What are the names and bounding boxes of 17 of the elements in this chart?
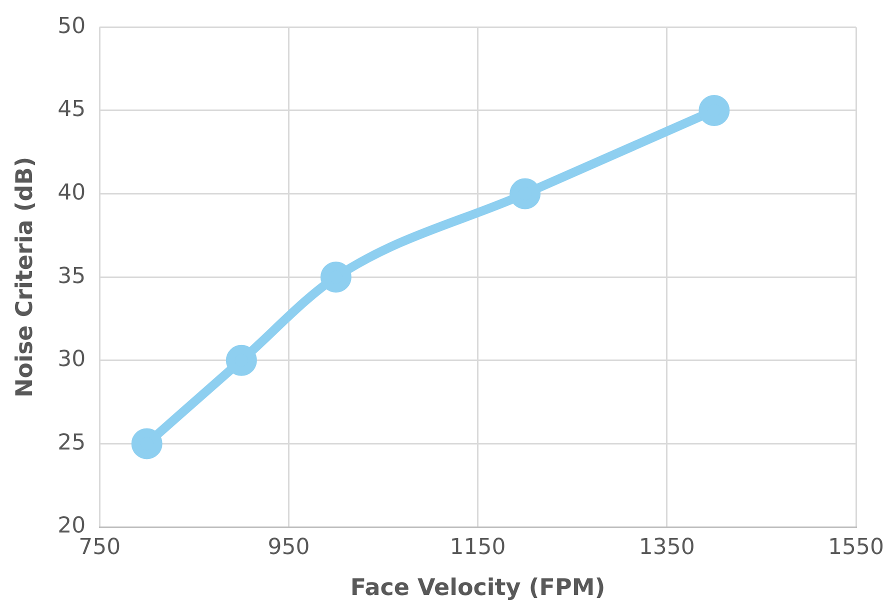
y-axis-title: Noise Criteria (dB) xyxy=(12,156,38,398)
y-tick-label: 30 xyxy=(58,347,86,372)
x-tick-label: 1350 xyxy=(638,534,695,560)
point xyxy=(226,344,257,376)
point xyxy=(698,95,730,126)
y-tick-label: 25 xyxy=(58,430,86,456)
y-tick-label: 50 xyxy=(58,14,86,39)
x-tick-label: 1550 xyxy=(828,534,884,560)
point xyxy=(320,262,352,293)
y-tick-label: 40 xyxy=(58,180,86,206)
point xyxy=(131,428,162,460)
x-tick-label: 1150 xyxy=(450,534,506,560)
y-tick-label: 45 xyxy=(58,97,86,122)
point xyxy=(510,178,541,210)
x-axis-title: Face Velocity (FPM) xyxy=(350,575,606,602)
y-tick-label: 35 xyxy=(58,264,86,289)
x-tick-label: 950 xyxy=(268,534,310,560)
